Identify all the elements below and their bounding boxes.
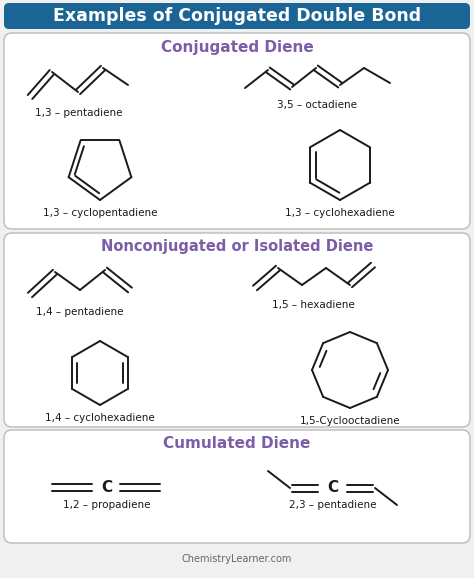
FancyBboxPatch shape	[4, 233, 470, 427]
FancyBboxPatch shape	[4, 430, 470, 543]
FancyBboxPatch shape	[4, 33, 470, 229]
Text: 2,3 – pentadiene: 2,3 – pentadiene	[289, 500, 377, 510]
Text: Nonconjugated or Isolated Diene: Nonconjugated or Isolated Diene	[101, 239, 373, 254]
Text: C: C	[328, 480, 338, 495]
Text: C: C	[101, 480, 112, 495]
Text: 1,2 – propadiene: 1,2 – propadiene	[63, 500, 151, 510]
Text: 1,3 – cyclopentadiene: 1,3 – cyclopentadiene	[43, 208, 157, 218]
Text: 1,4 – pentadiene: 1,4 – pentadiene	[36, 307, 124, 317]
Text: Examples of Conjugated Double Bond: Examples of Conjugated Double Bond	[53, 7, 421, 25]
Text: ChemistryLearner.com: ChemistryLearner.com	[182, 554, 292, 564]
Text: Conjugated Diene: Conjugated Diene	[161, 40, 313, 55]
Text: 1,3 – pentadiene: 1,3 – pentadiene	[35, 108, 123, 118]
FancyBboxPatch shape	[4, 3, 470, 29]
Text: 3,5 – octadiene: 3,5 – octadiene	[277, 100, 357, 110]
Text: 1,5 – hexadiene: 1,5 – hexadiene	[272, 300, 355, 310]
Text: Cumulated Diene: Cumulated Diene	[164, 436, 310, 451]
Text: 1,5-Cyclooctadiene: 1,5-Cyclooctadiene	[300, 416, 401, 426]
Text: 1,3 – cyclohexadiene: 1,3 – cyclohexadiene	[285, 208, 395, 218]
Text: 1,4 – cyclohexadiene: 1,4 – cyclohexadiene	[45, 413, 155, 423]
